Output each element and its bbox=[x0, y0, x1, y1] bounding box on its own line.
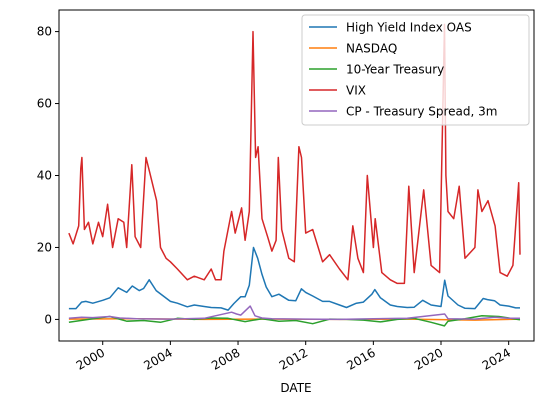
x-tick-label: 2020 bbox=[412, 345, 445, 372]
legend-label: VIX bbox=[346, 84, 366, 98]
legend-label: 10-Year Treasury bbox=[346, 63, 444, 77]
x-axis-label: DATE bbox=[280, 381, 311, 395]
x-tick-label: 2000 bbox=[74, 345, 107, 372]
legend: High Yield Index OAS NASDAQ 10-Year Treasu… bbox=[301, 14, 530, 126]
legend-label: High Yield Index OAS bbox=[346, 21, 472, 35]
legend-box bbox=[301, 14, 530, 126]
x-axis: 2000 2004 2008 2012 2016 2020 2024 bbox=[74, 341, 513, 373]
x-tick-label: 2008 bbox=[209, 345, 242, 372]
series-line-4 bbox=[68, 305, 520, 321]
series-line-2 bbox=[68, 315, 521, 327]
legend-label: CP - Treasury Spread, 3m bbox=[346, 105, 497, 119]
y-tick-label: 20 bbox=[37, 240, 52, 254]
x-tick-label: 2004 bbox=[141, 345, 174, 372]
y-tick-label: 40 bbox=[37, 169, 52, 183]
x-tick-label: 2024 bbox=[480, 345, 513, 372]
y-tick-label: 80 bbox=[37, 25, 52, 39]
y-axis: 0 20 40 60 80 bbox=[37, 25, 59, 326]
x-tick-label: 2016 bbox=[344, 345, 377, 372]
x-tick-label: 2012 bbox=[277, 345, 310, 372]
legend-label: NASDAQ bbox=[346, 42, 397, 56]
y-tick-label: 60 bbox=[37, 97, 52, 111]
y-tick-label: 0 bbox=[44, 312, 52, 326]
series-line-0 bbox=[68, 246, 520, 311]
